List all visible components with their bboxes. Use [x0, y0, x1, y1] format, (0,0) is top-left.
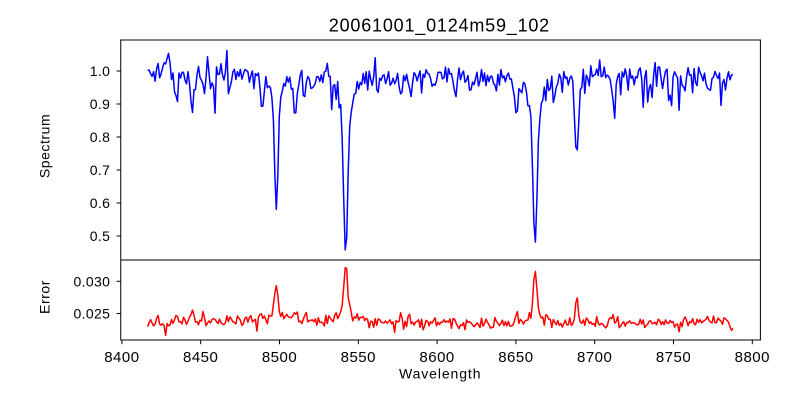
- svg-text:8800: 8800: [735, 349, 770, 366]
- svg-text:0.7: 0.7: [90, 162, 111, 178]
- svg-text:8700: 8700: [577, 349, 612, 366]
- svg-text:8600: 8600: [419, 349, 454, 366]
- svg-text:0.5: 0.5: [90, 228, 111, 244]
- svg-text:0.8: 0.8: [90, 129, 111, 145]
- svg-text:0.025: 0.025: [74, 306, 111, 322]
- svg-text:8500: 8500: [262, 349, 297, 366]
- svg-text:0.9: 0.9: [90, 96, 111, 112]
- svg-text:Wavelength: Wavelength: [399, 366, 481, 382]
- svg-text:8400: 8400: [104, 349, 139, 366]
- svg-text:0.030: 0.030: [74, 273, 111, 289]
- svg-text:Error: Error: [37, 280, 53, 314]
- svg-text:1.0: 1.0: [90, 63, 111, 79]
- svg-text:8550: 8550: [341, 349, 376, 366]
- svg-text:Spectrum: Spectrum: [37, 114, 53, 178]
- svg-text:8450: 8450: [183, 349, 218, 366]
- svg-text:0.6: 0.6: [90, 195, 111, 211]
- svg-text:20061001_0124m59_102: 20061001_0124m59_102: [329, 16, 550, 37]
- svg-text:8750: 8750: [656, 349, 691, 366]
- svg-text:8650: 8650: [498, 349, 533, 366]
